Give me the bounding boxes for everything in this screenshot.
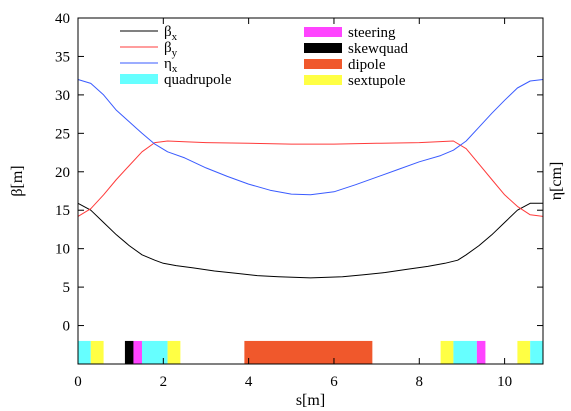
legend-swatch (304, 27, 342, 37)
legend-label: steering (348, 25, 396, 41)
x-tick-label: 2 (160, 374, 168, 390)
element-quadrupole-4 (141, 340, 168, 364)
x-tick-label: 4 (245, 374, 253, 390)
element-quadrupole-0 (78, 340, 91, 364)
y-tick-label: 35 (55, 49, 70, 65)
y2-axis-label: η[cm] (548, 162, 565, 201)
x-tick-label: 6 (330, 374, 338, 390)
x-tick-label: 10 (497, 374, 512, 390)
legend-label: dipole (348, 57, 386, 73)
curve-layer (77, 79, 544, 279)
legend-label: βy (164, 40, 178, 59)
x-tick-label: 0 (74, 374, 82, 390)
y-tick-label: 15 (55, 203, 70, 219)
series-line-2 (77, 79, 544, 196)
y-tick-label: 20 (55, 165, 70, 181)
legend-swatch (304, 43, 342, 53)
legend-label: ηx (164, 56, 178, 75)
y-tick-label: 5 (63, 280, 71, 296)
tick-layer: 0 5 10 15 20 25 30 35 40 0 2 4 6 8 10 (55, 11, 543, 390)
legend-swatch (120, 74, 158, 84)
legend-label: sextupole (348, 73, 406, 89)
legend-swatch (304, 59, 342, 69)
element-sextupole-7 (440, 340, 454, 364)
plot-frame (77, 17, 544, 365)
y-tick-label: 30 (55, 88, 70, 104)
element-band-layer (78, 340, 543, 364)
y-tick-label: 40 (55, 11, 70, 27)
element-sextupole-5 (167, 340, 181, 364)
legend-label: skewquad (348, 41, 408, 57)
legend-label: quadrupole (164, 72, 232, 88)
element-sextupole-10 (517, 340, 531, 364)
element-quadrupole-11 (530, 340, 543, 364)
element-sextupole-1 (90, 340, 104, 364)
element-skewquad-2 (124, 340, 134, 364)
y-tick-label: 10 (55, 242, 70, 258)
legend-label: βx (164, 24, 178, 43)
series-line-1 (77, 140, 544, 217)
x-tick-label: 8 (416, 374, 424, 390)
y-tick-label: 0 (63, 319, 71, 335)
series-line-0 (77, 202, 543, 279)
y-axis-label: β[m] (9, 165, 26, 196)
element-dipole-6 (244, 340, 373, 364)
y-tick-label: 25 (55, 126, 70, 142)
x-axis-label: s[m] (296, 392, 325, 409)
element-steering-9 (476, 340, 486, 364)
element-quadrupole-8 (453, 340, 477, 364)
element-steering-3 (133, 340, 142, 364)
legend-swatch (304, 75, 342, 85)
